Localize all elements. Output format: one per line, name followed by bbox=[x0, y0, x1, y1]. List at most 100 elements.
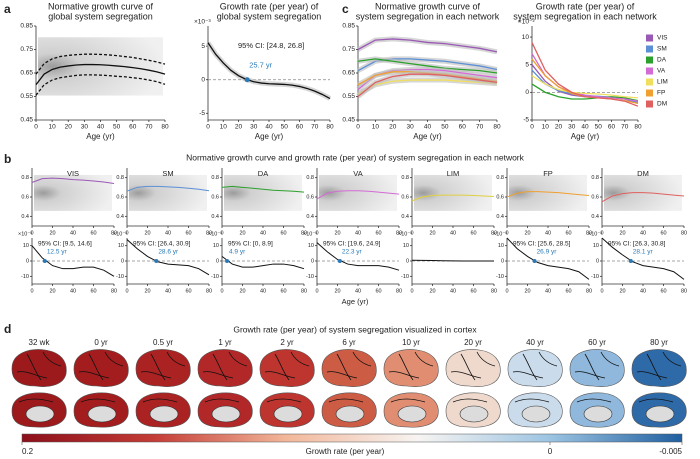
medial-wall bbox=[583, 405, 613, 423]
y-unit-label: ×10⁻³ bbox=[588, 231, 602, 237]
legend-swatch bbox=[646, 67, 653, 75]
x-tick-label: 20 bbox=[429, 288, 435, 294]
medial-wall bbox=[87, 405, 117, 423]
x-tick-label: 70 bbox=[476, 124, 484, 131]
brain-lateral bbox=[569, 349, 625, 387]
y-tick-label: 0.6 bbox=[21, 194, 29, 200]
x-tick-label: 80 bbox=[586, 288, 592, 294]
peak-label: 12.5 yr bbox=[47, 249, 68, 256]
y-tick-label: 0.6 bbox=[116, 194, 124, 200]
x-tick-label: 0 bbox=[315, 230, 318, 236]
x-tick-label: 60 bbox=[375, 288, 381, 294]
y-tick-label: 0.75 bbox=[20, 46, 33, 53]
scatter-cloud bbox=[129, 174, 207, 211]
scatter-cloud bbox=[414, 174, 492, 211]
x-tick-label: 0 bbox=[30, 288, 33, 294]
y-tick-label: -5 bbox=[199, 110, 205, 117]
x-tick-label: 20 bbox=[524, 230, 530, 236]
legend-label: DM bbox=[657, 101, 667, 108]
x-tick-label: 60 bbox=[185, 288, 191, 294]
line bbox=[35, 63, 166, 86]
chart-title: global system segregation bbox=[217, 11, 322, 21]
panel-label: d bbox=[4, 322, 11, 336]
line bbox=[221, 185, 305, 193]
x-tick-label: 0 bbox=[530, 124, 534, 131]
x-tick-label: 20 bbox=[144, 230, 150, 236]
age-label: 32 wk bbox=[29, 338, 51, 347]
legend-swatch bbox=[646, 56, 653, 64]
y-tick-label: 0.4 bbox=[496, 214, 504, 220]
sulci bbox=[390, 398, 426, 403]
x-tick-label: 80 bbox=[111, 288, 117, 294]
x-tick-label: 80 bbox=[301, 230, 307, 236]
x-tick-label: 30 bbox=[250, 124, 258, 131]
chart-title: DA bbox=[258, 169, 268, 178]
line bbox=[506, 237, 590, 280]
y-tick-label: 0.8 bbox=[496, 175, 504, 181]
x-tick-label: 0 bbox=[410, 288, 413, 294]
line bbox=[411, 259, 494, 262]
age-label: 6 yr bbox=[342, 338, 356, 347]
peak-point bbox=[628, 259, 633, 263]
line bbox=[506, 191, 590, 198]
y-tick-label: -10 bbox=[401, 274, 409, 280]
x-tick-label: 40 bbox=[265, 124, 273, 131]
line bbox=[35, 53, 166, 75]
y-tick-label: 0.85 bbox=[342, 23, 355, 30]
y-tick-label: 0.6 bbox=[306, 194, 314, 200]
x-tick-label: 60 bbox=[565, 288, 571, 294]
sulci bbox=[576, 398, 612, 403]
x-tick-label: 60 bbox=[660, 288, 666, 294]
x-tick-label: 20 bbox=[334, 230, 340, 236]
y-tick-label: 0.8 bbox=[306, 175, 314, 181]
y-tick-label: 0.55 bbox=[20, 93, 33, 100]
line bbox=[601, 192, 685, 203]
y-tick-label: 0.6 bbox=[496, 194, 504, 200]
sulci bbox=[638, 398, 674, 403]
x-tick-label: 0 bbox=[505, 230, 508, 236]
x-tick-label: 20 bbox=[49, 230, 55, 236]
y-tick-label: 10 bbox=[213, 243, 219, 249]
x-tick-label: 50 bbox=[595, 124, 603, 131]
x-tick-label: 50 bbox=[113, 124, 121, 131]
legend-label: LIM bbox=[657, 79, 668, 86]
x-tick-label: 50 bbox=[281, 124, 289, 131]
medial-wall bbox=[25, 405, 55, 423]
x-tick-label: 30 bbox=[407, 124, 415, 131]
y-tick-label: 0.8 bbox=[116, 175, 124, 181]
legend-label: DA bbox=[657, 57, 667, 64]
x-tick-label: 40 bbox=[165, 288, 171, 294]
x-tick-label: 70 bbox=[311, 124, 319, 131]
x-tick-label: 0 bbox=[600, 288, 603, 294]
x-tick-label: 60 bbox=[660, 230, 666, 236]
age-label: 10 yr bbox=[402, 338, 420, 347]
y-tick-label: 0.6 bbox=[211, 194, 219, 200]
medial-wall bbox=[397, 405, 427, 423]
x-tick-label: 20 bbox=[619, 230, 625, 236]
legend-label: FP bbox=[657, 90, 665, 97]
sulci bbox=[264, 351, 310, 381]
age-label: 80 yr bbox=[650, 338, 668, 347]
scatter-cloud bbox=[34, 174, 112, 211]
x-tick-label: 60 bbox=[296, 124, 304, 131]
y-unit-label: ×10⁻³ bbox=[194, 19, 211, 26]
x-axis-label: Age (yr) bbox=[571, 132, 600, 141]
y-tick-label: -10 bbox=[496, 274, 504, 280]
x-tick-label: 20 bbox=[235, 124, 243, 131]
y-tick-label: 0.4 bbox=[211, 214, 219, 220]
scatter-cloud bbox=[38, 37, 163, 96]
x-tick-label: 60 bbox=[470, 288, 476, 294]
brain-lateral bbox=[445, 349, 501, 387]
medial-wall bbox=[335, 405, 365, 423]
y-tick-label: 0 bbox=[216, 258, 219, 264]
line bbox=[126, 185, 210, 192]
y-tick-label: 0.4 bbox=[116, 214, 124, 220]
sulci bbox=[266, 398, 302, 403]
x-tick-label: 60 bbox=[459, 124, 467, 131]
age-label: 20 yr bbox=[464, 338, 482, 347]
line bbox=[601, 237, 685, 280]
legend-swatch bbox=[646, 89, 653, 97]
sulci bbox=[450, 351, 496, 381]
peak-label: 28.1 yr bbox=[633, 249, 654, 256]
age-label: 2 yr bbox=[280, 338, 294, 347]
